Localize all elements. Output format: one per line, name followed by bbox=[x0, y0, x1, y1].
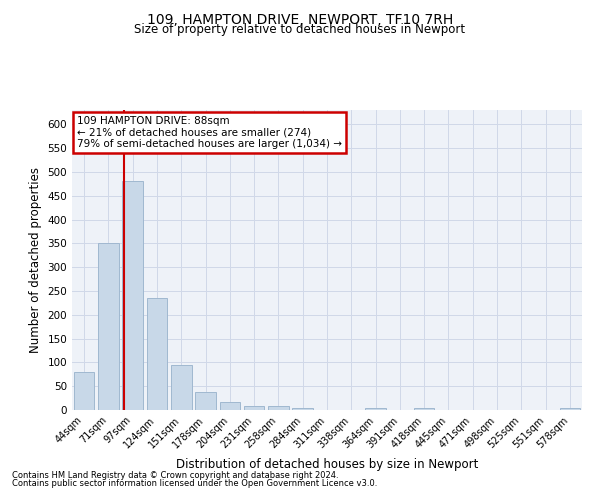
Text: 109, HAMPTON DRIVE, NEWPORT, TF10 7RH: 109, HAMPTON DRIVE, NEWPORT, TF10 7RH bbox=[147, 12, 453, 26]
Bar bbox=[146, 298, 167, 410]
Bar bbox=[74, 372, 94, 410]
Bar bbox=[292, 408, 313, 410]
Bar bbox=[560, 408, 580, 410]
Bar bbox=[268, 406, 289, 410]
Bar bbox=[171, 365, 191, 410]
X-axis label: Distribution of detached houses by size in Newport: Distribution of detached houses by size … bbox=[176, 458, 478, 471]
Bar bbox=[220, 402, 240, 410]
Text: Size of property relative to detached houses in Newport: Size of property relative to detached ho… bbox=[134, 22, 466, 36]
Text: Contains HM Land Registry data © Crown copyright and database right 2024.: Contains HM Land Registry data © Crown c… bbox=[12, 471, 338, 480]
Y-axis label: Number of detached properties: Number of detached properties bbox=[29, 167, 42, 353]
Bar bbox=[195, 392, 216, 410]
Bar bbox=[414, 408, 434, 410]
Bar bbox=[98, 244, 119, 410]
Text: Contains public sector information licensed under the Open Government Licence v3: Contains public sector information licen… bbox=[12, 478, 377, 488]
Bar bbox=[122, 182, 143, 410]
Text: 109 HAMPTON DRIVE: 88sqm
← 21% of detached houses are smaller (274)
79% of semi-: 109 HAMPTON DRIVE: 88sqm ← 21% of detach… bbox=[77, 116, 342, 149]
Bar bbox=[244, 406, 265, 410]
Bar bbox=[365, 408, 386, 410]
